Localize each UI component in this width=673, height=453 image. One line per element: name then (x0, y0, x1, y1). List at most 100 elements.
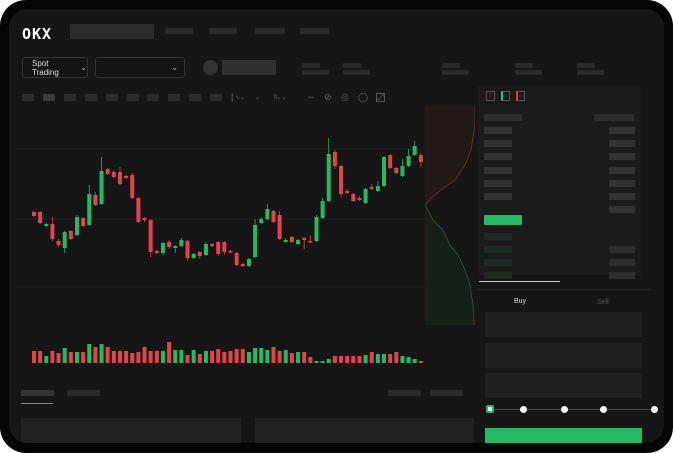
slider-step[interactable] (561, 406, 568, 413)
volume-bar (320, 361, 325, 363)
bids-depth-area (425, 205, 474, 325)
bid-amount[interactable] (609, 246, 635, 253)
nav-item[interactable] (165, 28, 193, 34)
ask-amount[interactable] (609, 193, 635, 200)
volume-bar (253, 348, 258, 363)
volume-bar (87, 344, 92, 363)
timeframe-button[interactable] (22, 94, 34, 101)
volume-bar (345, 356, 350, 363)
volume-bar (148, 351, 153, 363)
ask-price[interactable] (484, 127, 512, 134)
ask-price[interactable] (484, 167, 512, 174)
candle (160, 243, 165, 253)
timeframe-button[interactable] (43, 94, 55, 101)
volume-bar (228, 351, 233, 363)
ask-amount[interactable] (609, 180, 635, 187)
candle (105, 169, 110, 174)
volume-bar (111, 351, 116, 363)
timeframe-button[interactable] (106, 94, 118, 101)
interval-icon[interactable]: 0₀ ⌄ (274, 95, 287, 101)
timeframe-button[interactable] (168, 94, 180, 101)
slider-step[interactable] (651, 406, 658, 413)
bid-price[interactable] (484, 272, 512, 279)
tab-buy[interactable]: Buy (514, 298, 527, 305)
nav-item[interactable] (209, 28, 237, 34)
tab-open-orders[interactable] (21, 390, 54, 396)
ask-price[interactable] (484, 140, 512, 147)
fullscreen-icon[interactable]: ⤢ (376, 93, 385, 102)
ask-price[interactable] (484, 193, 512, 200)
volume-bar (93, 347, 98, 363)
volume-bar (400, 356, 405, 363)
candle (179, 240, 184, 246)
indicator-icon[interactable]: ⌄ (255, 95, 261, 101)
pair-select[interactable]: ⌄ (95, 57, 185, 78)
ruler-icon[interactable]: ⊘ (324, 92, 332, 102)
volume-bar (74, 352, 79, 363)
tab-sell[interactable]: Sell (597, 299, 609, 306)
nav-item[interactable] (300, 28, 329, 34)
candle (246, 259, 251, 266)
timeframe-button[interactable] (189, 94, 201, 101)
candle (56, 241, 61, 245)
ask-amount[interactable] (609, 153, 635, 160)
stat-value (442, 70, 469, 75)
volume-bar (382, 354, 387, 363)
bid-price[interactable] (484, 246, 512, 253)
candle (320, 201, 325, 218)
candle (406, 156, 411, 166)
buy-submit-button[interactable] (485, 428, 642, 443)
nav-item[interactable] (255, 28, 285, 34)
timeframe-button[interactable] (210, 94, 222, 101)
volume-bar (216, 349, 221, 363)
volume-bar (191, 350, 196, 363)
slider-step[interactable] (600, 406, 607, 413)
bid-price[interactable] (484, 259, 512, 266)
timeframe-button[interactable] (85, 94, 97, 101)
search-bar[interactable] (70, 24, 154, 39)
candle (234, 253, 239, 265)
settings-icon[interactable]: ◯ (358, 92, 369, 102)
volume-bar (222, 352, 227, 363)
timeframe-button[interactable] (64, 94, 76, 101)
candle (289, 237, 294, 242)
volume-bar (271, 347, 276, 363)
tab-order-history[interactable] (67, 390, 100, 396)
ask-amount[interactable] (609, 206, 635, 213)
ask-price[interactable] (484, 180, 512, 187)
filter-button[interactable] (430, 390, 463, 396)
amount-slider-track[interactable] (489, 409, 656, 410)
total-input[interactable] (485, 373, 642, 398)
timeframe-button[interactable] (127, 94, 139, 101)
orderbook-both-icon[interactable]: ⁝ (486, 91, 495, 101)
candle (253, 225, 258, 257)
candle (111, 172, 116, 177)
camera-icon[interactable]: ◎ (341, 92, 349, 102)
filter-button[interactable] (388, 390, 421, 396)
candle (412, 146, 417, 155)
draw-line-icon[interactable]: ∼ (307, 92, 315, 102)
candle (339, 166, 344, 194)
ask-amount[interactable] (609, 140, 635, 147)
ask-amount[interactable] (609, 167, 635, 174)
volume-bar (314, 361, 319, 363)
timeframe-button[interactable] (147, 94, 159, 101)
candle (142, 218, 147, 220)
orderbook-bids-icon[interactable] (501, 91, 510, 101)
candle (62, 232, 67, 248)
orderbook-asks-icon[interactable] (516, 91, 525, 101)
price-input[interactable] (485, 312, 642, 337)
candlestick-chart[interactable] (15, 105, 425, 367)
slider-handle[interactable] (486, 405, 494, 413)
ask-amount[interactable] (609, 127, 635, 134)
spot-trading-dropdown[interactable]: Spot Trading ⌄ (22, 57, 88, 78)
chart-type-icon[interactable]: ∿⌄ (235, 95, 246, 101)
bid-price[interactable] (484, 233, 512, 240)
bid-amount[interactable] (609, 259, 635, 266)
bid-amount[interactable] (609, 272, 635, 279)
okx-logo[interactable]: OKX (22, 25, 53, 43)
ask-price[interactable] (484, 153, 512, 160)
amount-input[interactable] (485, 343, 642, 368)
slider-step[interactable] (520, 406, 527, 413)
volume-bar (105, 347, 110, 363)
